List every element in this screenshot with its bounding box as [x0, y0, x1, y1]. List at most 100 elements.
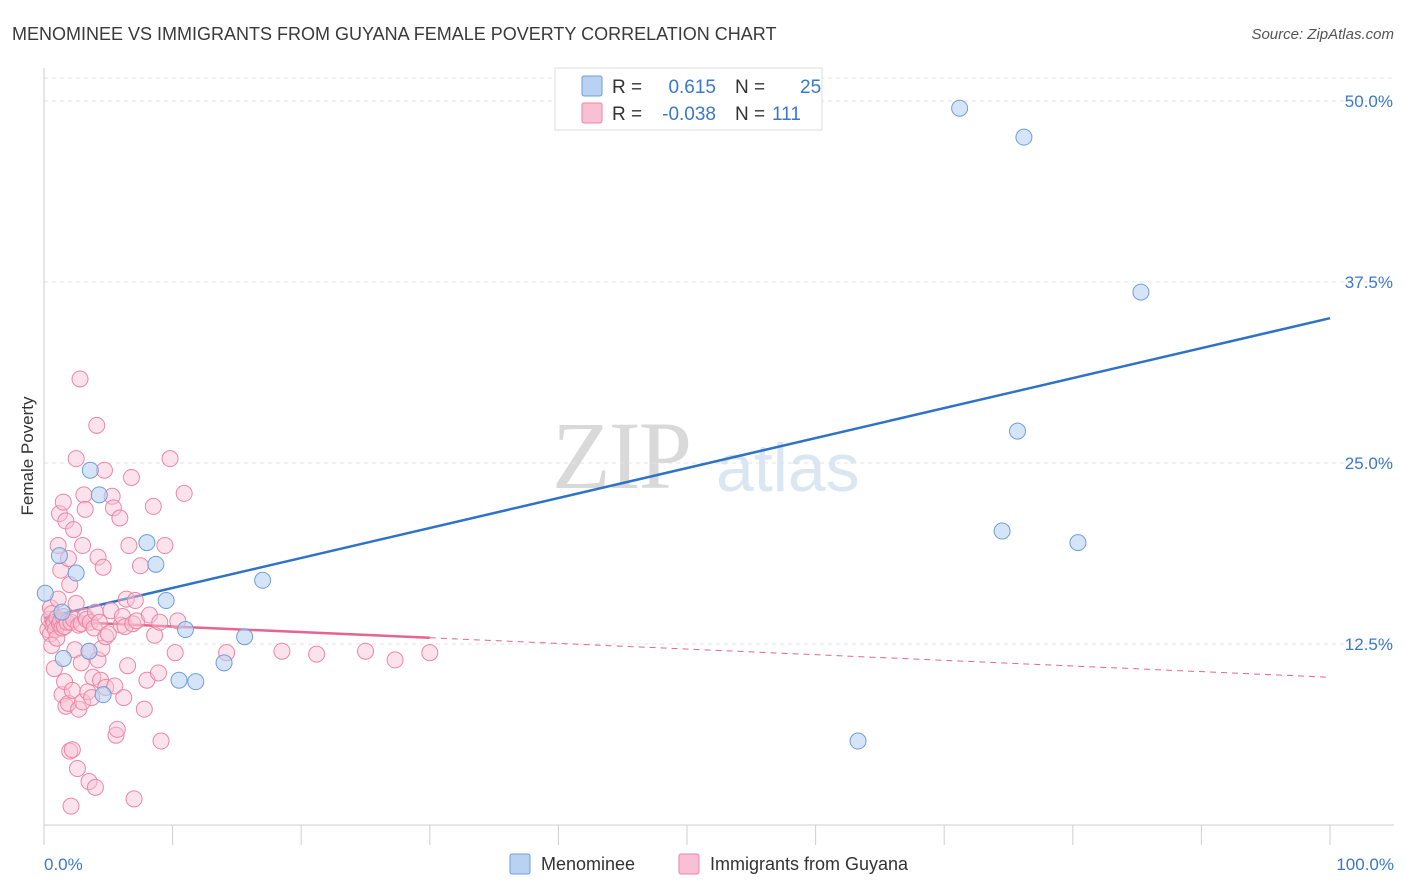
legend-r-value-guyana: -0.038 [662, 104, 716, 125]
point-guyana-59 [86, 778, 104, 796]
chart-source: Source: ZipAtlas.com [1251, 26, 1394, 43]
point-guyana-84 [119, 657, 137, 675]
point-menominee-2 [53, 603, 71, 621]
point-guyana-28 [59, 694, 77, 712]
point-guyana-89 [126, 592, 144, 610]
legend-n-value-guyana: 111 [772, 104, 801, 125]
point-menominee-12 [170, 671, 188, 689]
watermark-atlas: atlas [716, 430, 860, 506]
trend-line-guyana-solid [43, 619, 430, 640]
point-guyana-31 [62, 797, 80, 815]
point-guyana-95 [144, 497, 162, 515]
y-tick-label-3: 50.0% [1345, 92, 1393, 111]
legend-n-value-menominee: 25 [800, 77, 821, 98]
point-guyana-76 [107, 726, 125, 744]
bottom-legend-label-menominee: Menominee [541, 854, 635, 874]
point-guyana-78 [111, 509, 129, 527]
point-guyana-39 [67, 594, 85, 612]
legend-n-label-guyana: N = [735, 104, 765, 125]
point-guyana-49 [76, 500, 94, 518]
trend-lines [43, 316, 1331, 678]
x-tick-label-left: 0.0% [44, 855, 83, 874]
point-guyana-20 [54, 493, 72, 511]
point-menominee-22 [1015, 128, 1033, 146]
point-guyana-102 [166, 644, 184, 662]
legend-n-label-menominee: N = [735, 77, 765, 98]
point-menominee-3 [54, 649, 72, 667]
point-guyana-62 [89, 548, 107, 566]
y-tick-label-1: 25.0% [1345, 454, 1393, 473]
point-guyana-81 [115, 689, 133, 707]
point-menominee-9 [138, 534, 156, 552]
point-menominee-23 [1069, 534, 1087, 552]
watermark-zip: ZIP [552, 402, 690, 509]
y-tick-label-2: 37.5% [1345, 273, 1393, 292]
point-guyana-77 [108, 720, 126, 738]
point-guyana-91 [131, 557, 149, 575]
series-menominee-points [36, 99, 1150, 750]
point-menominee-13 [176, 621, 194, 639]
point-guyana-110 [421, 644, 439, 662]
point-menominee-0 [36, 584, 54, 602]
point-menominee-16 [236, 628, 254, 646]
point-guyana-25 [57, 697, 75, 715]
point-guyana-48 [75, 486, 93, 504]
point-guyana-64 [90, 613, 108, 631]
point-menominee-20 [993, 522, 1011, 540]
point-guyana-35 [65, 521, 83, 539]
legend-box: R = 0.615 N = 25 R = -0.038 N = 111 [554, 67, 823, 131]
point-menominee-15 [215, 654, 233, 672]
point-guyana-98 [151, 613, 169, 631]
point-menominee-6 [81, 461, 99, 479]
point-guyana-68 [95, 461, 113, 479]
trend-line-guyana-dashed [429, 637, 1331, 678]
legend-r-label-menominee: R = [612, 77, 642, 98]
point-guyana-108 [357, 642, 374, 660]
series-guyana-points [39, 370, 439, 815]
point-menominee-21 [1009, 422, 1027, 440]
point-guyana-96 [146, 626, 164, 644]
point-menominee-8 [94, 686, 112, 704]
point-menominee-4 [67, 564, 85, 582]
bottom-legend-swatch-menominee [509, 853, 531, 875]
point-menominee-24 [1132, 283, 1150, 301]
point-guyana-40 [68, 760, 86, 778]
legend-r-value-menominee: 0.615 [668, 77, 716, 98]
x-tick-label-right: 100.0% [1336, 855, 1394, 874]
chart-title: MENOMINEE VS IMMIGRANTS FROM GUYANA FEMA… [12, 24, 776, 44]
point-guyana-34 [63, 741, 81, 759]
point-menominee-18 [849, 732, 867, 750]
point-guyana-43 [71, 370, 89, 388]
legend-swatch-menominee [581, 75, 603, 97]
point-guyana-101 [161, 450, 179, 468]
point-guyana-69 [97, 628, 115, 646]
point-menominee-19 [951, 99, 969, 117]
point-guyana-99 [152, 732, 170, 750]
point-guyana-75 [106, 677, 124, 695]
point-guyana-74 [104, 499, 122, 517]
bottom-legend: Menominee Immigrants from Guyana [509, 853, 909, 875]
point-menominee-1 [50, 547, 68, 565]
grid-lines [44, 77, 1394, 645]
point-guyana-30 [61, 742, 79, 760]
y-tick-label-0: 12.5% [1345, 635, 1393, 654]
point-menominee-14 [187, 673, 205, 691]
y-tick-labels: 12.5% 25.0% 37.5% 50.0% [1345, 92, 1393, 654]
point-guyana-46 [74, 537, 92, 555]
point-guyana-109 [386, 651, 404, 669]
point-guyana-71 [99, 625, 117, 643]
point-menominee-10 [147, 555, 165, 573]
legend-swatch-guyana [581, 102, 603, 124]
point-guyana-106 [273, 642, 291, 660]
point-guyana-107 [308, 645, 326, 663]
point-guyana-83 [117, 590, 135, 608]
point-guyana-54 [80, 773, 98, 791]
point-menominee-11 [157, 592, 175, 610]
point-guyana-88 [125, 790, 143, 808]
point-menominee-17 [254, 571, 272, 589]
point-guyana-67 [94, 558, 112, 576]
point-guyana-61 [88, 416, 106, 434]
point-guyana-38 [67, 450, 85, 468]
